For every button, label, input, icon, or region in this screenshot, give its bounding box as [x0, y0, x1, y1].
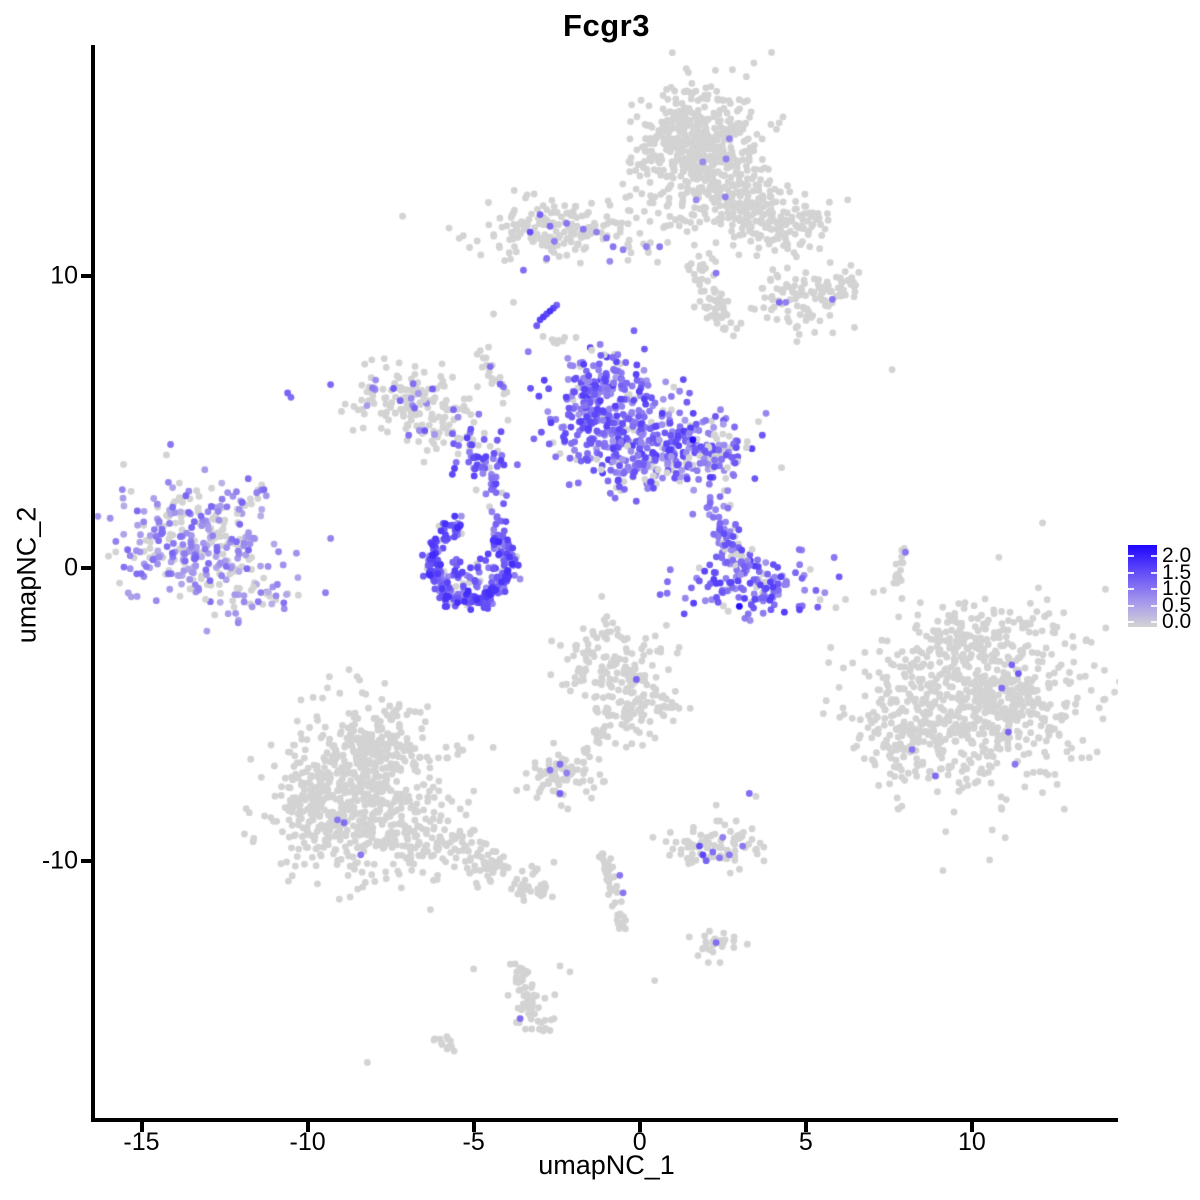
x-tick-mark [471, 1122, 476, 1132]
colorbar-tick [1151, 555, 1157, 557]
x-tick-mark [139, 1122, 144, 1132]
x-tick-label: -5 [462, 1128, 485, 1156]
x-tick-label: 10 [957, 1128, 986, 1156]
y-axis-line [91, 45, 95, 1122]
y-axis-label: umapNC_2 [11, 506, 42, 644]
y-tick-label: 0 [64, 553, 78, 582]
x-tick-label: -10 [289, 1128, 326, 1156]
x-tick-mark [803, 1122, 808, 1132]
x-tick-label: -15 [123, 1128, 160, 1156]
colorbar-tick [1151, 604, 1157, 607]
colorbar-tick [1128, 555, 1134, 557]
colorbar-tick [1151, 571, 1157, 574]
colorbar-tick [1151, 621, 1157, 623]
y-tick-mark [81, 858, 91, 863]
colorbar-tick-label: 2.0 [1162, 544, 1192, 567]
colorbar-tick [1128, 571, 1134, 574]
y-tick-mark [81, 273, 91, 278]
y-tick-label: -10 [41, 846, 78, 875]
x-tick-mark [969, 1122, 974, 1132]
x-tick-mark [637, 1122, 642, 1132]
colorbar-tick [1128, 604, 1134, 607]
colorbar-legend: 2.0 1.5 1.0 0.5 0.0 [1128, 544, 1198, 633]
x-tick-mark [305, 1122, 310, 1132]
x-tick-label: 0 [632, 1128, 647, 1156]
y-tick-mark [81, 566, 91, 571]
colorbar-tick [1151, 588, 1157, 590]
colorbar-gradient [1128, 545, 1157, 627]
x-tick-label: 5 [798, 1128, 813, 1156]
colorbar-tick-label: 1.5 [1162, 560, 1192, 584]
x-axis-line [91, 1118, 1118, 1122]
colorbar-tick [1128, 588, 1134, 590]
colorbar-tick-label: 0.0 [1162, 610, 1192, 633]
x-axis-label: umapNC_1 [538, 1150, 675, 1180]
y-tick-label: 10 [50, 261, 78, 290]
colorbar-tick [1128, 621, 1134, 623]
colorbar-tick-label: 0.5 [1162, 593, 1192, 617]
colorbar-tick-label: 1.0 [1162, 577, 1192, 600]
